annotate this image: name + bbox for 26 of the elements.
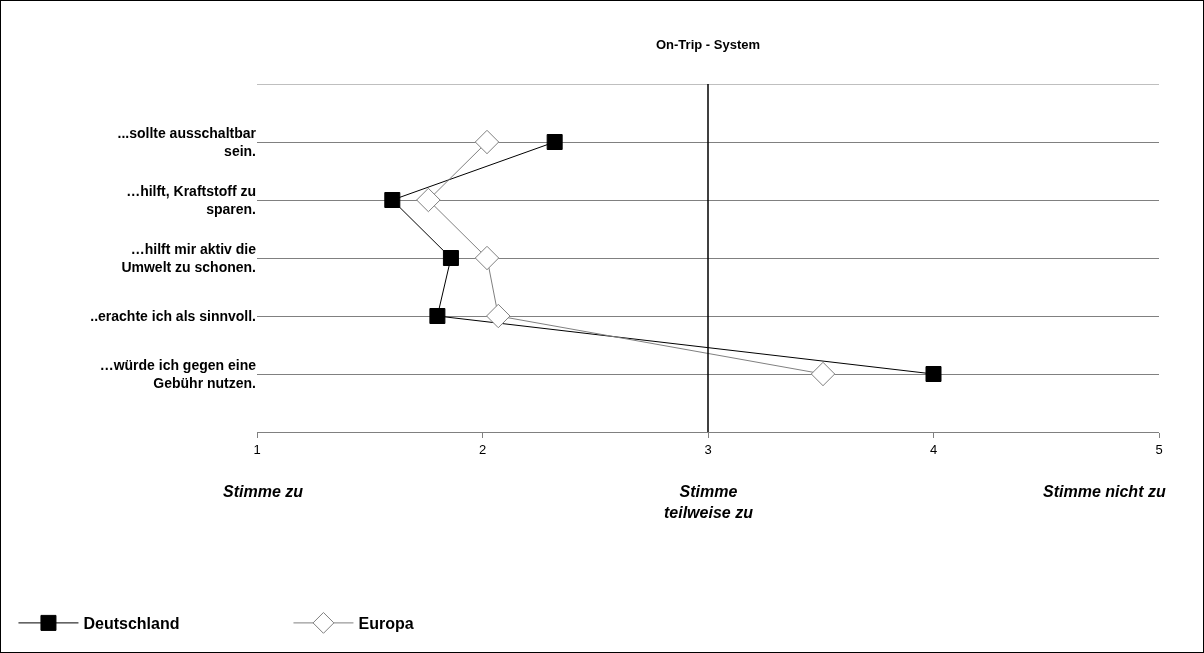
y-tick-label: ...sollte ausschaltbar sein.	[117, 124, 257, 159]
x-tick-label: 3	[704, 441, 712, 457]
x-tick-label: 5	[1155, 441, 1163, 457]
legend-label: Europa	[358, 615, 414, 633]
x-tick-label: 1	[253, 441, 261, 457]
x-tick-label: 2	[478, 441, 487, 457]
point	[810, 361, 836, 387]
y-tick-label: …hilft mir aktiv die Umwelt zu schonen.	[121, 240, 257, 275]
legend-label: Deutschland	[83, 615, 180, 633]
point	[416, 187, 441, 213]
y-tick-label: ..erachte ich als sinnvoll.	[90, 307, 256, 324]
point	[486, 303, 511, 329]
text: Stimme zu	[223, 483, 304, 500]
y-tick-label: …würde ich gegen eine Gebühr nutzen.	[99, 356, 257, 391]
y-tick-label: …hilft, Kraftstoff zu sparen.	[126, 182, 256, 217]
x-tick-label: 4	[929, 441, 938, 457]
point	[429, 308, 446, 324]
point	[384, 192, 401, 208]
text: Stimme nicht zu	[1043, 483, 1166, 500]
point	[925, 366, 942, 382]
point	[474, 245, 500, 271]
text: Stimme teilweise zu	[664, 483, 754, 521]
point	[474, 129, 500, 155]
point	[546, 134, 563, 150]
chart-title: On-Trip - System	[655, 37, 761, 53]
point	[442, 250, 459, 266]
